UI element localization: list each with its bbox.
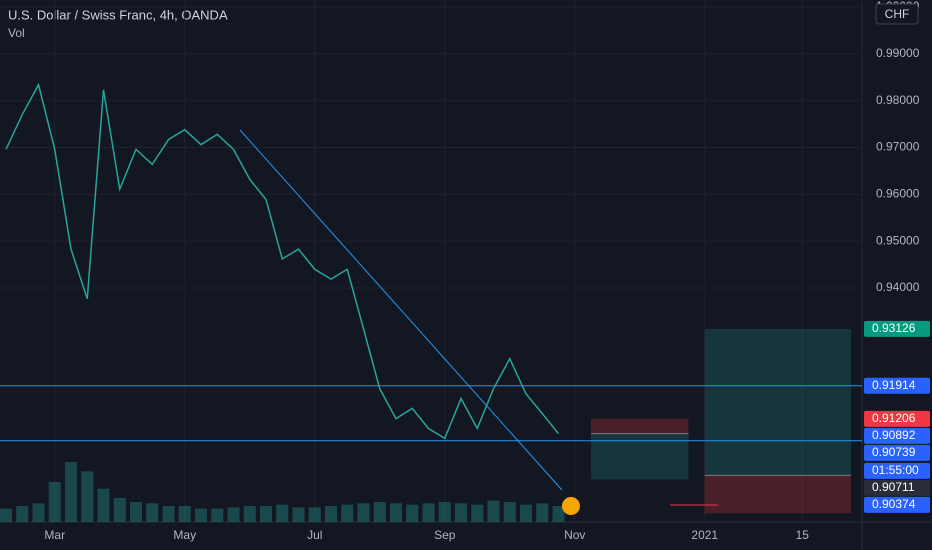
volume-bar [195, 508, 207, 522]
x-tick-label: Sep [434, 528, 456, 542]
price-tag [864, 320, 930, 337]
price-tag-label: 0.90711 [872, 480, 915, 494]
volume-bar [487, 500, 500, 522]
volume-bar [438, 502, 451, 522]
x-tick-label: 15 [796, 528, 810, 542]
event-icon[interactable] [562, 497, 580, 515]
y-tick-label: 0.99000 [876, 46, 920, 60]
volume-bar [536, 503, 549, 522]
volume-bar [260, 506, 272, 522]
price-tag [864, 377, 930, 394]
currency-button[interactable] [875, 3, 919, 25]
volume-bar [130, 502, 142, 522]
volume-bar [390, 503, 402, 522]
price-tag [864, 479, 930, 496]
x-tick-label: Nov [564, 528, 585, 542]
volume-bar [373, 502, 386, 522]
loss-zone [704, 475, 851, 514]
volume-bar [520, 504, 532, 522]
y-tick-label: 0.97000 [876, 140, 920, 154]
price-tag [864, 427, 930, 444]
volume-bar [146, 503, 159, 522]
volume-bar [243, 506, 256, 522]
volume-bar [65, 462, 77, 522]
volume-bar [341, 504, 354, 522]
volume-bar [97, 488, 110, 522]
countdown: 01:55:00 [872, 463, 919, 477]
trendline[interactable] [239, 129, 563, 491]
volume-bar [292, 507, 305, 522]
price-line [5, 82, 560, 440]
y-tick-label: 0.94000 [876, 280, 920, 294]
volume-bar [471, 504, 484, 522]
volume-bar [325, 506, 337, 522]
volume-bar [0, 508, 12, 522]
volume-bar [503, 502, 516, 522]
price-tag-label: 0.90739 [872, 445, 916, 459]
chart-subtitle: Vol [8, 26, 25, 40]
volume-bar [276, 504, 289, 522]
x-tick-label: Mar [44, 528, 65, 542]
currency-label: CHF [885, 7, 910, 21]
price-tag [864, 410, 930, 427]
volume-bar [16, 506, 29, 522]
loss-zone [591, 418, 689, 434]
volume-bar [422, 503, 435, 522]
x-tick-label: 2021 [691, 528, 718, 542]
volume-bar [357, 503, 370, 522]
volume-bar [406, 504, 419, 522]
price-tag-label: 0.93126 [872, 321, 916, 335]
profit-zone [704, 328, 851, 476]
price-tag-label: 0.90374 [872, 497, 916, 511]
volume-bar [178, 506, 191, 522]
x-tick-label: Jul [307, 528, 322, 542]
price-tag [864, 444, 930, 461]
volume-bar [162, 506, 175, 522]
x-tick-label: May [173, 528, 196, 542]
price-tag-label: 0.91914 [872, 378, 916, 392]
volume-bar [227, 507, 240, 522]
volume-bar [48, 482, 61, 522]
volume-bar [113, 498, 126, 522]
countdown-box [864, 462, 930, 479]
volume-bar [455, 503, 467, 522]
volume-bar [308, 507, 321, 522]
price-tag [864, 496, 930, 513]
volume-bar [211, 508, 224, 522]
y-tick-label: 0.96000 [876, 186, 920, 200]
volume-bar [81, 471, 94, 522]
y-tick-label: 0.98000 [876, 93, 920, 107]
price-tag-label: 0.91206 [872, 411, 916, 425]
y-tick-label: 0.95000 [876, 233, 920, 247]
volume-bar [32, 503, 45, 522]
volume-bar [552, 506, 565, 522]
price-tag-label: 0.90892 [872, 428, 916, 442]
chart-title: U.S. Dollar / Swiss Franc, 4h, OANDA [8, 7, 228, 22]
